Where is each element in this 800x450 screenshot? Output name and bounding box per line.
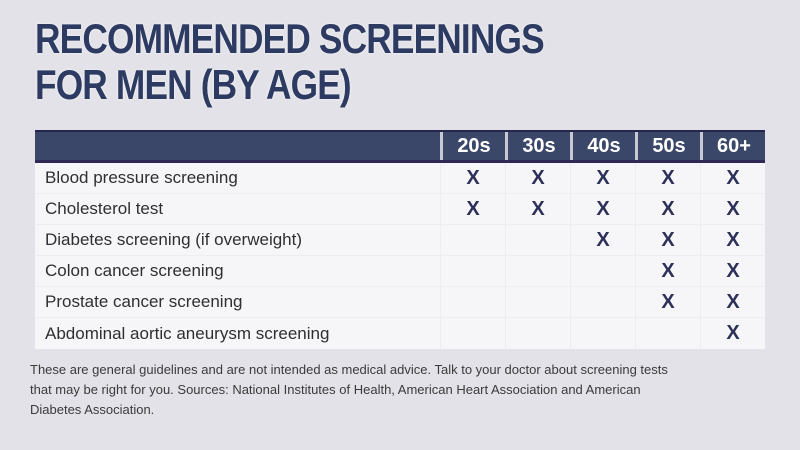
header-label-spacer bbox=[35, 132, 440, 160]
mark-cell bbox=[505, 287, 570, 317]
disclaimer-line-3: Diabetes Association. bbox=[30, 402, 155, 417]
mark-cell: X bbox=[505, 194, 570, 224]
title-line-2: FOR MEN (BY AGE) bbox=[35, 61, 352, 108]
mark-cell: X bbox=[635, 287, 700, 317]
mark-cell: X bbox=[700, 318, 765, 349]
mark-cell bbox=[440, 225, 505, 255]
mark-cell bbox=[570, 287, 635, 317]
mark-cell: X bbox=[700, 194, 765, 224]
mark-cell: X bbox=[700, 287, 765, 317]
age-column-header-20s: 20s bbox=[440, 132, 505, 160]
mark-cell bbox=[505, 256, 570, 286]
row-label: Diabetes screening (if overweight) bbox=[45, 230, 303, 249]
row-label: Colon cancer screening bbox=[45, 261, 224, 280]
table-row-blood-pressure: Blood pressure screening X X X X X bbox=[35, 163, 765, 194]
age-column-header-30s: 30s bbox=[505, 132, 570, 160]
disclaimer-line-1: These are general guidelines and are not… bbox=[30, 362, 668, 377]
mark-cell: X bbox=[505, 163, 570, 193]
page-title: RECOMMENDED SCREENINGS FOR MEN (BY AGE) bbox=[35, 15, 545, 108]
table-row-colon-cancer: Colon cancer screening X X bbox=[35, 256, 765, 287]
screenings-table: 20s 30s 40s 50s 60+ Blood pressure scree… bbox=[35, 130, 765, 349]
mark-cell: X bbox=[700, 225, 765, 255]
disclaimer-line-2: that may be right for you. Sources: Nati… bbox=[30, 382, 641, 397]
mark-cell bbox=[440, 256, 505, 286]
disclaimer-note: These are general guidelines and are not… bbox=[30, 360, 770, 420]
mark-cell: X bbox=[570, 163, 635, 193]
age-column-header-60plus: 60+ bbox=[700, 132, 765, 160]
mark-cell: X bbox=[570, 194, 635, 224]
table-header-row: 20s 30s 40s 50s 60+ bbox=[35, 130, 765, 163]
mark-cell bbox=[570, 256, 635, 286]
table-row-cholesterol: Cholesterol test X X X X X bbox=[35, 194, 765, 225]
age-column-header-40s: 40s bbox=[570, 132, 635, 160]
row-label: Blood pressure screening bbox=[45, 168, 238, 187]
mark-cell: X bbox=[440, 194, 505, 224]
mark-cell: X bbox=[635, 194, 700, 224]
mark-cell: X bbox=[635, 163, 700, 193]
table-row-abdominal-aortic: Abdominal aortic aneurysm screening X bbox=[35, 318, 765, 349]
table-body: Blood pressure screening X X X X X Chole… bbox=[35, 163, 765, 349]
mark-cell: X bbox=[440, 163, 505, 193]
mark-cell bbox=[570, 318, 635, 349]
mark-cell bbox=[635, 318, 700, 349]
row-label: Abdominal aortic aneurysm screening bbox=[45, 323, 330, 343]
title-line-1: RECOMMENDED SCREENINGS bbox=[35, 15, 545, 62]
row-label: Cholesterol test bbox=[45, 199, 164, 218]
mark-cell bbox=[505, 225, 570, 255]
mark-cell: X bbox=[635, 256, 700, 286]
table-row-prostate-cancer: Prostate cancer screening X X bbox=[35, 287, 765, 318]
mark-cell: X bbox=[570, 225, 635, 255]
mark-cell bbox=[505, 318, 570, 349]
age-column-header-50s: 50s bbox=[635, 132, 700, 160]
mark-cell bbox=[440, 287, 505, 317]
mark-cell bbox=[440, 318, 505, 349]
row-label: Prostate cancer screening bbox=[45, 292, 243, 311]
mark-cell: X bbox=[700, 256, 765, 286]
table-row-diabetes: Diabetes screening (if overweight) X X X bbox=[35, 225, 765, 256]
mark-cell: X bbox=[700, 163, 765, 193]
mark-cell: X bbox=[635, 225, 700, 255]
